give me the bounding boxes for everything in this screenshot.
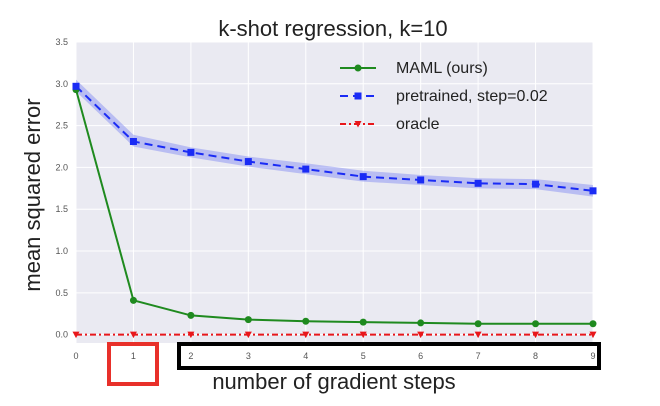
series-markers <box>72 82 597 339</box>
data-point <box>302 165 310 173</box>
confidence-bands <box>76 79 593 197</box>
legend-label: oracle <box>396 116 440 133</box>
data-point <box>244 158 252 166</box>
legend-marker <box>354 64 362 72</box>
legend-marker <box>354 121 362 128</box>
y-tick-label: 2.0 <box>55 162 68 172</box>
data-point <box>187 331 195 339</box>
x-tick-label: 2 <box>188 351 193 361</box>
data-point <box>589 320 597 328</box>
chart-title: k-shot regression, k=10 <box>218 16 447 41</box>
x-tick-label: 7 <box>476 351 481 361</box>
data-point <box>244 331 252 339</box>
data-point <box>359 173 367 181</box>
data-point <box>244 316 252 324</box>
y-tick-label: 1.5 <box>55 204 68 214</box>
data-point <box>417 176 425 184</box>
data-point <box>474 320 482 328</box>
series-lines <box>75 85 594 336</box>
data-point <box>474 179 482 187</box>
data-point <box>532 180 540 188</box>
x-tick-labels: 0 1 2 3 4 5 6 7 8 9 <box>73 351 595 361</box>
y-tick-labels: 0.0 0.5 1.0 1.5 2.0 2.5 3.0 3.5 <box>55 37 68 340</box>
x-tick-label: 0 <box>73 351 78 361</box>
data-point <box>72 82 80 90</box>
y-tick-label: 3.0 <box>55 79 68 89</box>
data-point <box>474 331 482 339</box>
y-tick-label: 3.5 <box>55 37 68 47</box>
data-point <box>129 331 137 339</box>
data-point <box>417 319 425 327</box>
x-tick-label: 8 <box>533 351 538 361</box>
legend-marker <box>354 92 362 100</box>
data-point <box>359 331 367 339</box>
data-point <box>302 317 310 325</box>
y-tick-label: 0.0 <box>55 330 68 340</box>
data-point <box>129 137 137 145</box>
y-tick-label: 2.5 <box>55 121 68 131</box>
data-point <box>417 331 425 339</box>
series-line <box>75 85 594 192</box>
data-point <box>187 311 195 319</box>
y-tick-label: 1.0 <box>55 246 68 256</box>
data-point <box>532 331 540 339</box>
legend-label: MAML (ours) <box>396 60 488 77</box>
x-tick-label: 5 <box>361 351 366 361</box>
data-point <box>359 318 367 326</box>
x-tick-label: 1 <box>131 351 136 361</box>
x-tick-label: 4 <box>303 351 308 361</box>
data-point <box>72 331 80 339</box>
x-tick-label: 3 <box>246 351 251 361</box>
data-point <box>532 320 540 328</box>
highlight-box-red <box>107 342 159 386</box>
legend-label: pretrained, step=0.02 <box>396 88 548 105</box>
y-axis-label: mean squared error <box>20 98 45 291</box>
data-point <box>129 296 137 304</box>
data-point <box>589 331 597 339</box>
confidence-band <box>76 79 593 197</box>
highlight-box-black <box>177 342 601 370</box>
series-line <box>75 89 593 325</box>
x-tick-label: 6 <box>418 351 423 361</box>
x-tick-label: 9 <box>590 351 595 361</box>
legend: MAML (ours) pretrained, step=0.02 oracle <box>340 60 548 133</box>
data-point <box>187 148 195 156</box>
data-point <box>302 331 310 339</box>
y-tick-label: 0.5 <box>55 288 68 298</box>
data-point <box>589 187 597 195</box>
x-axis-label: number of gradient steps <box>212 369 455 394</box>
